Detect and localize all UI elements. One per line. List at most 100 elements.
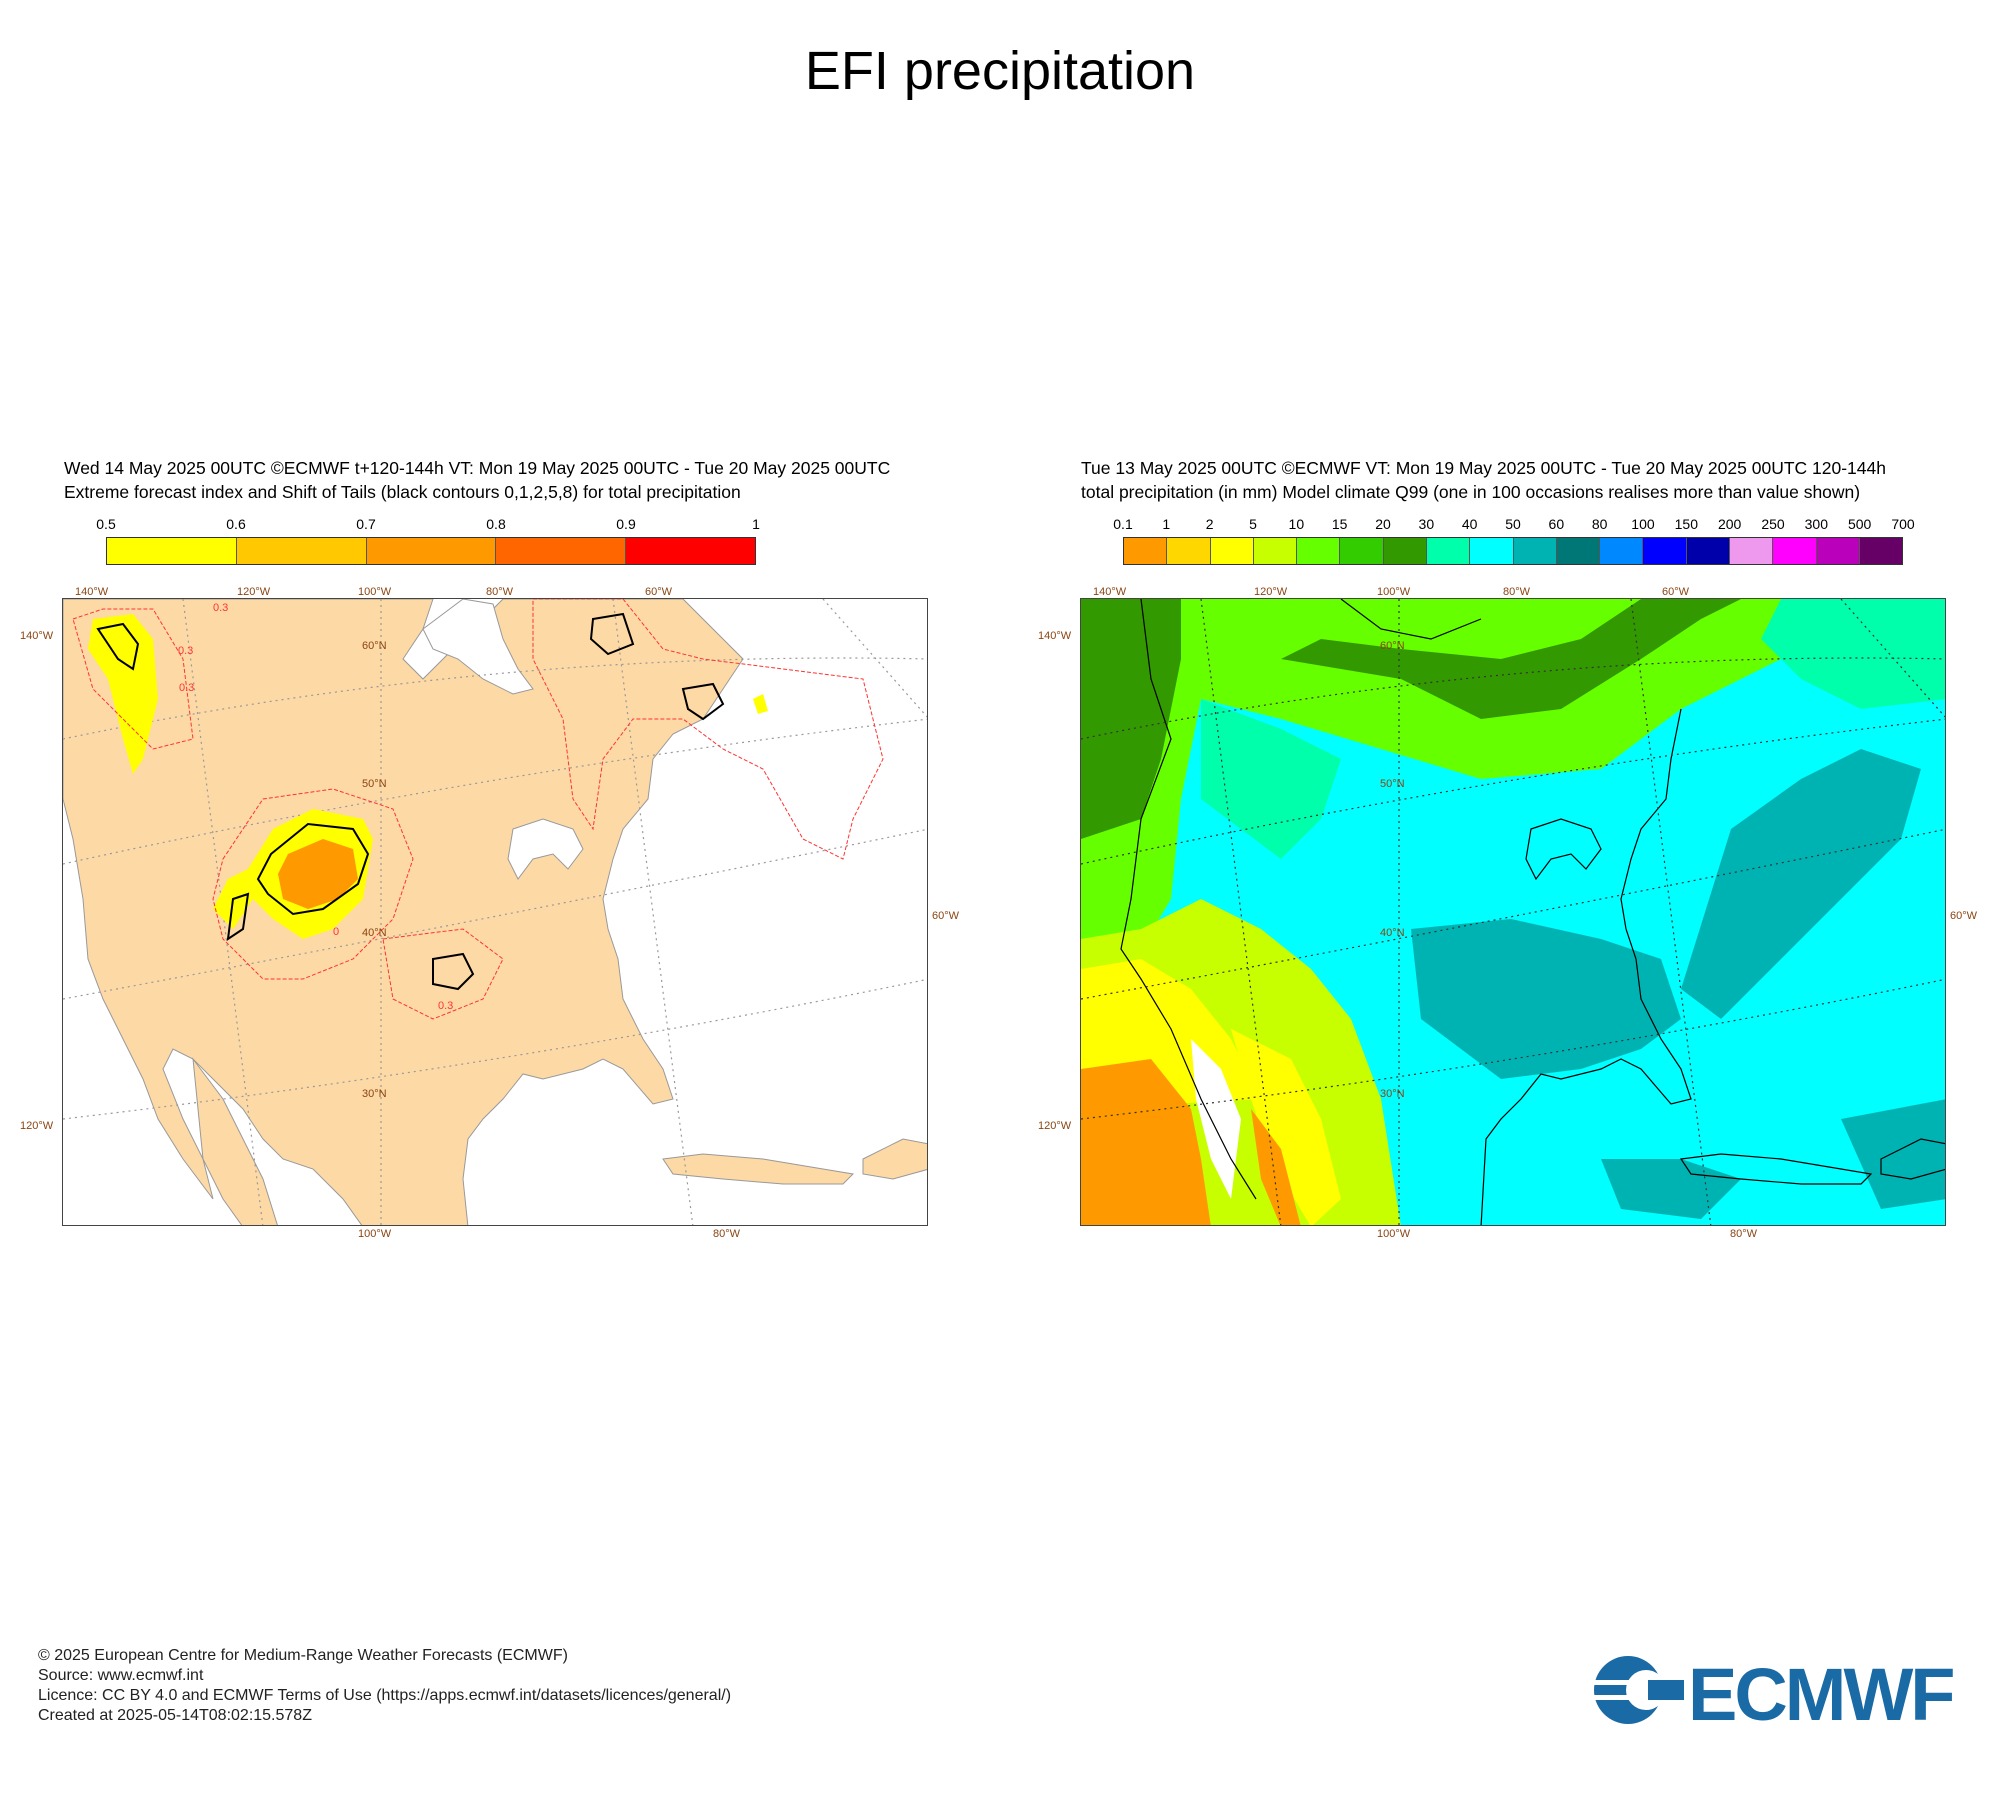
lon-label-top: 80°W <box>1503 586 1531 598</box>
colorbar-swatch <box>1686 538 1730 564</box>
footer-credits: © 2025 European Centre for Medium-Range … <box>38 1646 731 1726</box>
colorbar-tick-label: 30 <box>1418 516 1435 532</box>
colorbar-swatch <box>1383 538 1427 564</box>
colorbar-swatch <box>1859 538 1903 564</box>
colorbar-tick-label: 5 <box>1249 516 1257 532</box>
right-map-climate-q99 <box>1080 598 1946 1226</box>
left-map-efi: 0.3 0.3 0.3 0 0.3 <box>62 598 928 1226</box>
lon-label-bottom: 100°W <box>1377 1228 1411 1240</box>
colorbar-tick-label: 40 <box>1461 516 1478 532</box>
colorbar-tick-label: 2 <box>1205 516 1214 532</box>
lat-label-left: 140°W <box>20 630 54 642</box>
lat-label-inside: 50°N <box>1380 778 1405 790</box>
colorbar-swatch <box>1556 538 1601 564</box>
contour-label: 0.3 <box>213 602 228 614</box>
lat-label-inside: 60°N <box>362 640 387 652</box>
colorbar-swatch <box>1253 538 1298 564</box>
colorbar-tick-label: 20 <box>1375 516 1391 532</box>
lon-label-top: 100°W <box>1377 586 1411 598</box>
right-header-line1: Tue 13 May 2025 00UTC ©ECMWF VT: Mon 19 … <box>1081 458 1886 478</box>
colorbar-swatch <box>1773 538 1817 564</box>
lon-label-top: 100°W <box>358 586 392 598</box>
colorbar-tick-label: 0.6 <box>226 516 246 532</box>
lat-label-inside: 40°N <box>362 927 387 939</box>
colorbar-swatch <box>1124 538 1168 564</box>
lat-label-inside: 60°N <box>1380 640 1405 652</box>
lon-label-top: 60°W <box>645 586 673 598</box>
colorbar-swatch <box>1729 538 1774 564</box>
colorbar-swatch <box>1426 538 1471 564</box>
colorbar-swatch <box>366 538 497 564</box>
colorbar-tick-label: 60 <box>1548 516 1565 532</box>
lat-label-left: 140°W <box>1038 630 1072 642</box>
footer-source: Source: www.ecmwf.int <box>38 1667 204 1684</box>
colorbar-tick-label: 15 <box>1331 516 1348 532</box>
land-north-america <box>63 599 744 1225</box>
colorbar-swatch <box>1340 538 1384 564</box>
lon-label-top: 140°W <box>1093 586 1127 598</box>
left-header-line1: Wed 14 May 2025 00UTC ©ECMWF t+120-144h … <box>64 458 891 478</box>
lat-label-left: 120°W <box>20 1120 54 1132</box>
colorbar-swatch <box>1210 538 1254 564</box>
lon-label-bottom: 80°W <box>713 1228 741 1240</box>
footer-copyright: © 2025 European Centre for Medium-Range … <box>38 1647 568 1664</box>
efi-area-east-yellow <box>753 694 768 714</box>
mexico-land <box>192 1057 278 1225</box>
lat-label-inside: 30°N <box>362 1088 387 1100</box>
colorbar-tick-label: 50 <box>1505 516 1521 532</box>
lat-label-inside: 40°N <box>1380 927 1405 939</box>
baja-white <box>1191 1039 1241 1199</box>
colorbar-tick-label: 80 <box>1591 516 1608 532</box>
left-colorbar <box>106 537 756 565</box>
precip-band-1 <box>1081 1059 1301 1225</box>
ecmwf-logo-text: ECMWF <box>1688 1653 1955 1736</box>
right-colorbar <box>1123 537 1903 565</box>
colorbar-swatch <box>1470 538 1514 564</box>
footer-created: Created at 2025-05-14T08:02:15.578Z <box>38 1707 312 1724</box>
hudson-bay <box>422 599 534 695</box>
page-title: EFI precipitation <box>804 41 1196 101</box>
colorbar-tick-label: 0.9 <box>616 516 636 532</box>
lat-label-left: 120°W <box>1038 1120 1072 1132</box>
lon-label-bottom: 80°W <box>1730 1228 1758 1240</box>
right-colorbar-labels: 0.1 1 2 5 10 15 20 30 40 50 60 80 100 150 200 250 300 500… <box>1113 516 1914 536</box>
left-header-line2: Extreme forecast index and Shift of Tail… <box>64 482 741 502</box>
colorbar-tick-label: 10 <box>1288 516 1305 532</box>
colorbar-swatch <box>496 538 627 564</box>
ecmwf-logo-icon <box>1592 1656 1684 1724</box>
colorbar-tick-label: 0.5 <box>96 516 116 532</box>
lat-label-inside: 50°N <box>362 778 387 790</box>
caribbean-islands <box>662 1138 927 1185</box>
colorbar-tick-label: 500 <box>1847 516 1872 532</box>
colorbar-tick-label: 150 <box>1674 516 1699 532</box>
precip-band-15 <box>1081 599 1945 959</box>
colorbar-tick-label: 1 <box>752 516 760 532</box>
great-lakes <box>507 818 584 880</box>
colorbar-tick-label: 700 <box>1891 516 1915 532</box>
colorbar-swatch <box>1643 538 1687 564</box>
precip-band-30 <box>1201 599 1945 859</box>
lat-label-right: 60°W <box>1950 910 1978 922</box>
lon-label-top: 120°W <box>1254 586 1288 598</box>
efi-area-northwest <box>88 614 158 774</box>
lat-label-inside: 30°N <box>1380 1088 1405 1100</box>
colorbar-swatch <box>236 538 367 564</box>
right-header-line2: total precipitation (in mm) Model climat… <box>1081 482 1861 502</box>
colorbar-tick-label: 250 <box>1761 516 1785 532</box>
lat-label-right: 60°W <box>932 910 960 922</box>
colorbar-tick-label: 200 <box>1717 516 1742 532</box>
efi-area-west-orange <box>278 839 358 909</box>
lon-label-bottom: 100°W <box>358 1228 392 1240</box>
colorbar-swatch <box>1167 538 1211 564</box>
contour-label: 0.3 <box>178 645 193 657</box>
contour-label: 0.3 <box>438 1000 453 1012</box>
right-panel-header: Tue 13 May 2025 00UTC ©ECMWF VT: Mon 19 … <box>1081 456 1886 504</box>
colorbar-swatch <box>1297 538 1341 564</box>
colorbar-swatch <box>1513 538 1557 564</box>
contour-label: 0 <box>333 926 339 938</box>
left-panel-header: Wed 14 May 2025 00UTC ©ECMWF t+120-144h … <box>64 456 890 504</box>
lon-label-top: 140°W <box>75 586 109 598</box>
colorbar-swatch <box>1600 538 1644 564</box>
colorbar-tick-label: 0.8 <box>486 516 506 532</box>
colorbar-tick-label: 100 <box>1631 516 1655 532</box>
